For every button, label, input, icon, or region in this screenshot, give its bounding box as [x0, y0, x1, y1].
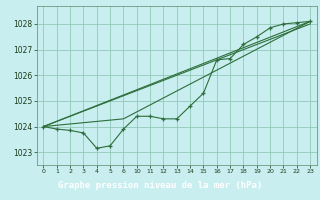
Text: Graphe pression niveau de la mer (hPa): Graphe pression niveau de la mer (hPa) [58, 181, 262, 190]
